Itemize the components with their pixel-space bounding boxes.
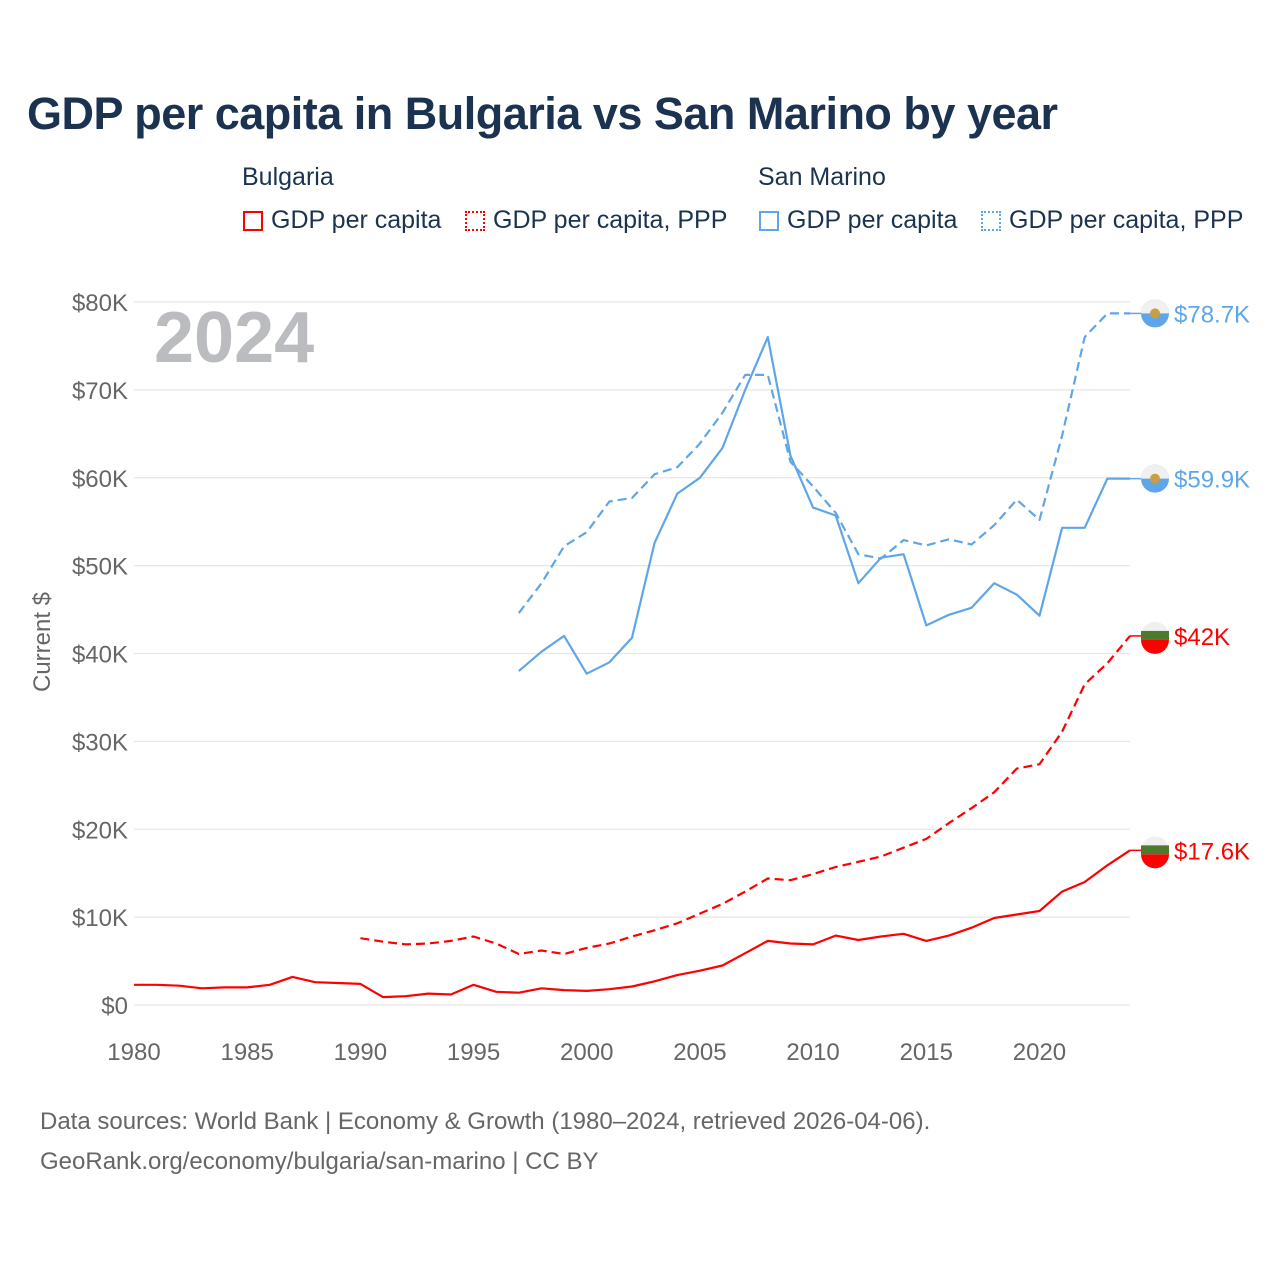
legend-label: GDP per capita xyxy=(271,206,442,234)
legend-swatch-dotted xyxy=(465,210,485,231)
year-watermark: 2024 xyxy=(154,298,314,378)
legend-san-marino-gdp[interactable]: GDP per capita xyxy=(759,206,957,235)
series-line-bulgaria-gdp-per-capita xyxy=(134,849,1131,999)
y-tick-label: $70K xyxy=(72,378,128,405)
legend-label: GDP per capita, PPP xyxy=(1009,206,1244,234)
end-value-label: $59.9K xyxy=(1174,467,1250,494)
footer-link[interactable]: GeoRank.org/economy/bulgaria/san-marino … xyxy=(40,1148,599,1175)
flag-white xyxy=(1141,299,1169,314)
series-line-bulgaria-gdp-per-capita-ppp xyxy=(360,635,1131,956)
legend-group-san-marino: San Marino xyxy=(758,163,886,191)
flag-red xyxy=(1141,854,1169,869)
series-line-san-marino-gdp-per-capita xyxy=(518,336,1130,675)
flag-emblem xyxy=(1150,308,1160,319)
legend-bulgaria-ppp[interactable]: GDP per capita, PPP xyxy=(465,206,727,235)
legend-swatch-dotted xyxy=(981,210,1001,231)
y-tick-label: $20K xyxy=(72,817,128,844)
end-value-label: $78.7K xyxy=(1174,301,1250,328)
legend-label: GDP per capita, PPP xyxy=(493,206,728,234)
end-value-label: $42K xyxy=(1174,624,1230,651)
legend-label: GDP per capita xyxy=(787,206,958,234)
x-tick-label: 2010 xyxy=(786,1039,839,1066)
end-value-label: $17.6K xyxy=(1174,838,1250,865)
x-tick-label: 2015 xyxy=(900,1039,953,1066)
flag-red xyxy=(1141,639,1169,654)
flag-white xyxy=(1141,464,1169,479)
bulgaria-flag-icon xyxy=(1141,621,1169,654)
flag-emblem xyxy=(1150,473,1160,484)
plot-area: 2024 Current $ $0 $10K $20K $30K $40K $50K $60… xyxy=(29,290,1250,1066)
y-tick-label: $60K xyxy=(72,466,128,493)
flag-green xyxy=(1141,845,1169,855)
legend-group-bulgaria: Bulgaria xyxy=(242,163,334,191)
x-tick-label: 1995 xyxy=(447,1039,500,1066)
x-tick-label: 2000 xyxy=(560,1039,613,1066)
bulgaria-flag-icon xyxy=(1141,836,1169,869)
y-tick-label: $50K xyxy=(72,554,128,581)
chart-title: GDP per capita in Bulgaria vs San Marino… xyxy=(27,88,1058,139)
x-tick-label: 1980 xyxy=(107,1039,160,1066)
legend-swatch-solid xyxy=(759,210,779,231)
y-tick-label: $40K xyxy=(72,642,128,669)
y-tick-label: $0 xyxy=(101,993,128,1020)
y-tick-label: $80K xyxy=(72,290,128,317)
san-marino-flag-icon xyxy=(1141,464,1169,493)
y-tick-label: $30K xyxy=(72,729,128,756)
y-axis-label: Current $ xyxy=(29,592,56,692)
legend-san-marino-ppp[interactable]: GDP per capita, PPP xyxy=(981,206,1243,235)
x-tick-label: 2005 xyxy=(673,1039,726,1066)
y-tick-label: $10K xyxy=(72,905,128,932)
legend-bulgaria-gdp[interactable]: GDP per capita xyxy=(243,206,441,235)
flag-green xyxy=(1141,630,1169,640)
x-tick-label: 1990 xyxy=(334,1039,387,1066)
x-tick-label: 1985 xyxy=(220,1039,273,1066)
san-marino-flag-icon xyxy=(1141,299,1169,328)
footer-sources: Data sources: World Bank | Economy & Gro… xyxy=(40,1108,931,1135)
series-line-san-marino-gdp-per-capita-ppp xyxy=(517,312,1130,614)
legend-swatch-solid xyxy=(243,210,263,231)
x-tick-label: 2020 xyxy=(1013,1039,1066,1066)
